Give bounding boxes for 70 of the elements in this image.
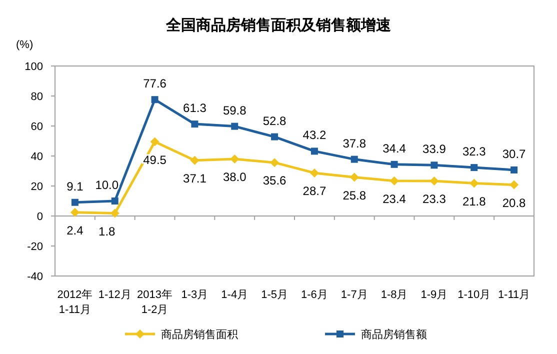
y-tick-label: -20: [27, 241, 43, 253]
point: [70, 208, 80, 217]
data-label: 2.4: [66, 223, 84, 238]
data-label: 30.7: [502, 146, 526, 161]
data-label: 20.8: [502, 196, 526, 210]
data-label: 59.8: [222, 103, 247, 118]
x-tick-label: 1-8月: [380, 289, 408, 301]
data-label: 28.7: [302, 184, 326, 198]
data-label: 10.0: [95, 178, 119, 192]
point: [231, 122, 238, 130]
point: [350, 172, 359, 182]
legend-label: 商品房销售额: [361, 328, 427, 341]
x-tick-label: 1-10月: [458, 289, 491, 301]
point: [271, 133, 278, 140]
chart-title: 全国商品房销售面积及销售额增速: [165, 16, 392, 34]
point: [191, 120, 198, 128]
y-tick-label: 20: [30, 181, 43, 193]
x-tick-label: 1-12月: [98, 289, 132, 301]
x-tick-label: 1-4月: [221, 289, 248, 301]
x-tick-label: 1-11月: [498, 289, 530, 301]
x-tick-label: 1-3月: [181, 289, 208, 301]
point: [230, 154, 240, 164]
y-tick-label: 40: [30, 151, 43, 163]
point: [510, 180, 519, 190]
legend-label: 商品房销售面积: [161, 328, 238, 341]
y-tick-label: -40: [27, 271, 43, 283]
data-label: 43.2: [302, 128, 326, 142]
point: [350, 156, 358, 163]
y-tick-label: 100: [24, 61, 43, 73]
point: [470, 178, 479, 188]
point: [151, 96, 158, 104]
point: [150, 137, 160, 146]
point: [310, 148, 318, 155]
data-label: 34.4: [382, 141, 406, 156]
x-tick-label: 1-6月: [301, 289, 328, 301]
data-label: 37.8: [342, 136, 366, 150]
point: [510, 166, 518, 174]
data-label: 52.8: [262, 114, 287, 128]
point: [430, 162, 438, 169]
y-tick-label: 60: [30, 121, 43, 133]
data-label: 33.9: [422, 142, 446, 156]
data-label: 1.8: [98, 224, 116, 238]
x-tick-label: 2012年 1-11月: [57, 289, 93, 316]
data-label: 35.6: [262, 174, 287, 188]
x-tick-label: 1-9月: [420, 289, 448, 301]
data-label: 32.3: [462, 144, 486, 159]
point: [111, 198, 118, 204]
data-label: 77.6: [143, 76, 167, 91]
data-label: 9.1: [66, 179, 84, 194]
data-label: 21.8: [462, 194, 486, 208]
point: [390, 176, 399, 186]
point: [71, 198, 78, 206]
data-label: 38.0: [222, 170, 247, 184]
y-tick-label: 80: [30, 91, 43, 103]
point: [470, 164, 478, 172]
point: [270, 158, 280, 168]
x-tick-label: 1-7月: [340, 289, 368, 301]
point: [310, 168, 319, 178]
data-label: 23.3: [422, 192, 446, 206]
data-label: 25.8: [342, 188, 366, 202]
data-label: 61.3: [183, 101, 207, 116]
point: [110, 208, 120, 218]
point: [390, 160, 398, 168]
point: [430, 176, 439, 186]
y-axis-title: (%): [16, 39, 34, 51]
data-label: 23.4: [382, 192, 406, 206]
x-tick-label: 2013年 1-2月: [137, 289, 173, 316]
x-tick-label: 1-5月: [261, 289, 288, 301]
data-label: 37.1: [183, 171, 207, 186]
y-tick-label: 0: [36, 211, 43, 223]
